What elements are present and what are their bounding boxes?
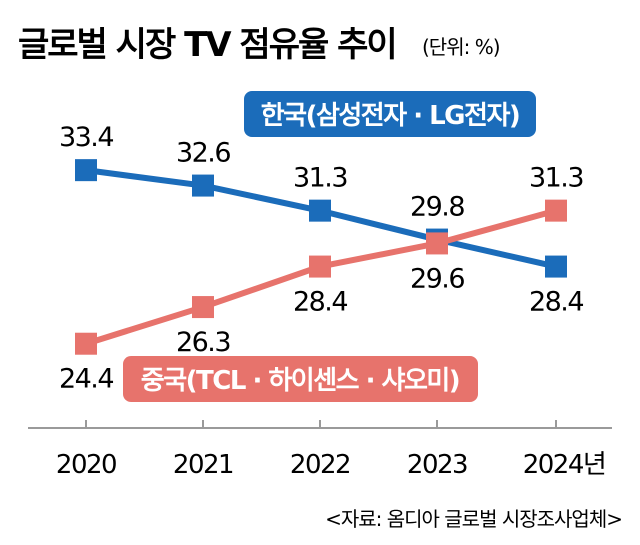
- legend-label-korea: 한국(삼성전자 · LG전자): [261, 101, 520, 131]
- data-point-korea: [309, 199, 331, 222]
- data-point-korea: [545, 255, 567, 278]
- data-point-korea: [75, 159, 97, 182]
- data-labels: 33.4 24.4 32.6 26.3 31.3 28.4 29.8 29.6 28.4 31.3: [59, 122, 585, 395]
- data-label-korea: 28.4: [529, 287, 583, 318]
- data-point-china: [545, 199, 567, 222]
- x-tick-label: 2023: [407, 450, 467, 480]
- data-label-china: 28.4: [293, 287, 347, 318]
- data-point-china: [192, 296, 214, 319]
- data-label-china: 26.3: [176, 327, 230, 358]
- data-label-korea: 33.4: [59, 122, 113, 153]
- data-label-korea: 31.3: [293, 163, 347, 194]
- chart-title: 글로벌 시장 TV 점유율 추이: [18, 25, 396, 65]
- source-note: <자료: 옴디아 글로벌 시장조사업체>: [325, 507, 622, 531]
- x-ticks: 2020 2021 2022 2023 2024년: [56, 420, 607, 480]
- data-label-korea: 32.6: [176, 138, 230, 169]
- legend-label-china: 중국(TCL · 하이센스 · 샤오미): [141, 366, 459, 396]
- data-label-china: 31.3: [529, 163, 583, 194]
- data-point-china: [75, 332, 97, 355]
- x-tick-label: 2021: [173, 450, 233, 480]
- legend-box-korea: [244, 91, 536, 137]
- x-tick-label: 2024년: [523, 450, 606, 480]
- legend-box-china: [123, 356, 478, 402]
- x-tick-label: 2022: [290, 450, 350, 480]
- data-point-korea: [192, 174, 214, 197]
- data-point-china: [426, 232, 448, 255]
- series-layer: [75, 159, 567, 355]
- x-tick-label: 2020: [56, 450, 116, 480]
- unit-label: (단위: %): [422, 35, 500, 59]
- data-label-korea: 29.8: [410, 192, 464, 223]
- data-label-china: 24.4: [59, 364, 113, 395]
- data-label-china: 29.6: [410, 263, 464, 294]
- data-point-china: [309, 255, 331, 278]
